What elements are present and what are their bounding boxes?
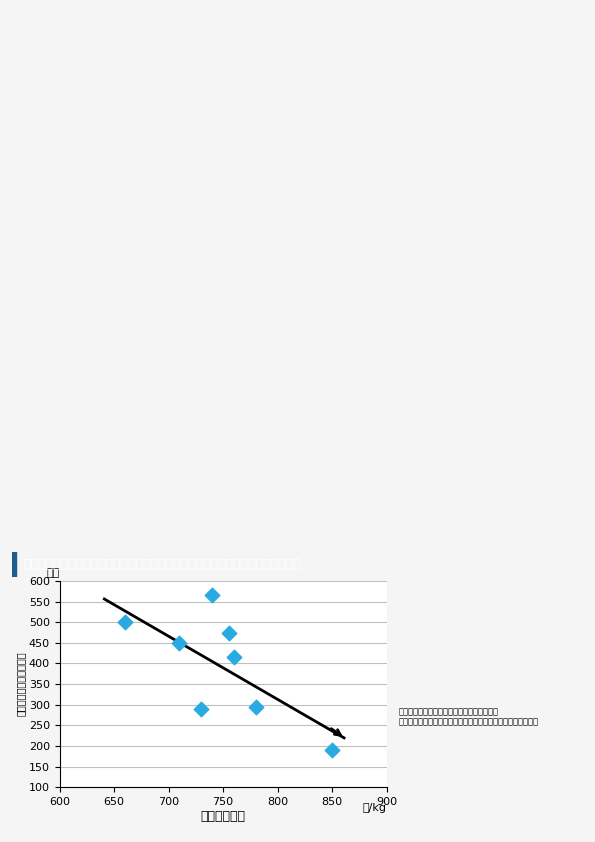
Text: 万尾: 万尾 bbox=[46, 568, 60, 578]
Text: 図Ｉ－２－４　ブリ類養殖における養殖し始めた種苗の総量と２年後の単価の関係: 図Ｉ－２－４ ブリ類養殖における養殖し始めた種苗の総量と２年後の単価の関係 bbox=[23, 557, 301, 571]
Point bbox=[120, 616, 130, 629]
Point bbox=[175, 637, 184, 650]
Point bbox=[224, 626, 233, 639]
Text: 円/kg: 円/kg bbox=[363, 803, 387, 813]
Y-axis label: 養殖し始めた種苗の総量: 養殖し始めた種苗の総量 bbox=[16, 652, 26, 717]
Bar bbox=[15, 552, 17, 577]
Point bbox=[251, 700, 261, 713]
Bar bbox=[12, 552, 14, 577]
Point bbox=[327, 743, 337, 757]
Point bbox=[229, 651, 239, 664]
Point bbox=[208, 589, 217, 602]
Point bbox=[196, 702, 206, 716]
Text: 資料：農林水産省「漁業・養殖業生産統計」
注：「養殖し始めた種苗量」は、「魚種別」のデータである。: 資料：農林水産省「漁業・養殖業生産統計」 注：「養殖し始めた種苗量」は、「魚種別… bbox=[399, 707, 538, 727]
X-axis label: ２年後の単価: ２年後の単価 bbox=[201, 810, 246, 823]
